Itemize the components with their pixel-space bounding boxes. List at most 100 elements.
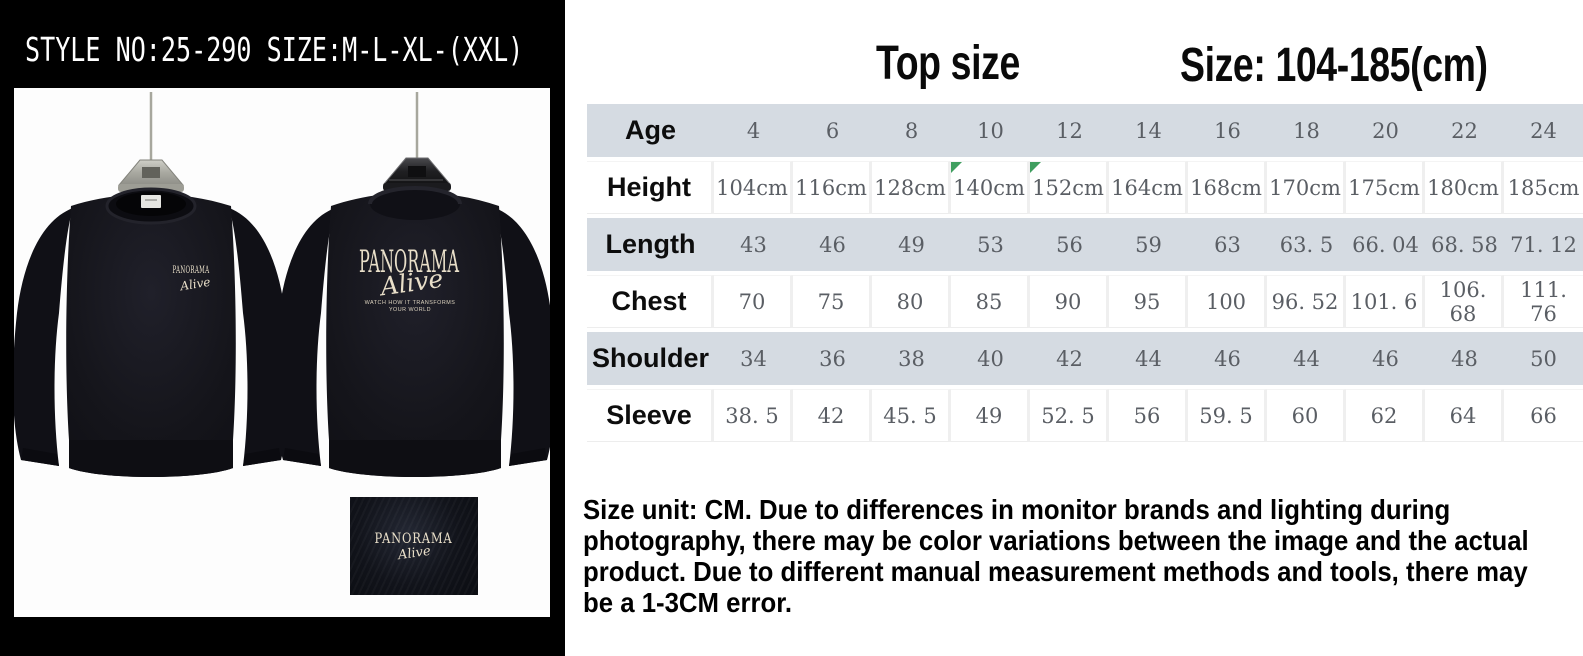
front-print-script: Alive bbox=[178, 275, 211, 294]
left-sleeve bbox=[14, 208, 73, 466]
size-cell: 34 bbox=[714, 332, 793, 385]
size-table: Age 4 6 8 10 12 14 16 18 20 22 24 Height 104cm 116cm 12… bbox=[587, 100, 1583, 446]
size-cell: 71. 12 bbox=[1504, 218, 1583, 271]
size-cell: 62 bbox=[1346, 389, 1425, 442]
size-cell: 140cm bbox=[951, 161, 1030, 214]
size-cell: 95 bbox=[1109, 275, 1188, 328]
fabric-swatch: PANORAMA Alive bbox=[350, 497, 478, 595]
size-cell: 185cm bbox=[1504, 161, 1583, 214]
size-cell: 80 bbox=[872, 275, 951, 328]
disclaimer-line: product. Due to different manual measure… bbox=[583, 556, 1528, 587]
size-cell: 52. 5 bbox=[1030, 389, 1109, 442]
size-cell: 44 bbox=[1109, 332, 1188, 385]
row-label: Height bbox=[587, 161, 714, 214]
table-row: Length 43 46 49 53 56 59 63 63. 5 66. 04 68. 58 71.… bbox=[587, 218, 1583, 271]
style-number-line: STYLE NO:25-290 SIZE:M-L-XL-(XXL) bbox=[25, 30, 524, 69]
size-cell: 96. 52 bbox=[1267, 275, 1346, 328]
size-cell: 10 bbox=[951, 104, 1030, 157]
size-cell: 64 bbox=[1425, 389, 1504, 442]
size-cell: 40 bbox=[951, 332, 1030, 385]
size-cell: 46 bbox=[1188, 332, 1267, 385]
body bbox=[326, 192, 504, 477]
disclaimer-line: photography, there may be color variatio… bbox=[583, 525, 1529, 556]
size-cell: 66 bbox=[1504, 389, 1583, 442]
row-label: Length bbox=[587, 218, 714, 271]
size-cell: 106. 68 bbox=[1425, 275, 1504, 328]
size-cell: 38 bbox=[872, 332, 951, 385]
size-table-wrap: Age 4 6 8 10 12 14 16 18 20 22 24 Height 104cm 116cm 12… bbox=[587, 100, 1583, 446]
comment-marker-icon bbox=[1030, 162, 1041, 173]
size-cell: 56 bbox=[1030, 218, 1109, 271]
size-cell: 100 bbox=[1188, 275, 1267, 328]
size-cell: 42 bbox=[1030, 332, 1109, 385]
size-cell: 164cm bbox=[1109, 161, 1188, 214]
disclaimer-text: Size unit: CM. Due to differences in mon… bbox=[583, 494, 1529, 618]
hem-band bbox=[329, 440, 501, 477]
size-cell: 90 bbox=[1030, 275, 1109, 328]
top-size-title: Top size bbox=[876, 37, 1020, 90]
comment-marker-icon bbox=[951, 162, 962, 173]
size-cell: 38. 5 bbox=[714, 389, 793, 442]
size-cell: 48 bbox=[1425, 332, 1504, 385]
collar bbox=[370, 188, 460, 220]
front-chest-print: PANORAMA Alive bbox=[173, 264, 212, 293]
right-sleeve bbox=[495, 208, 550, 466]
size-cell: 6 bbox=[793, 104, 872, 157]
size-chart-panel: Top size Size: 104-185(cm) Age 4 6 8 10 12 14 1… bbox=[565, 0, 1583, 656]
size-cell: 68. 58 bbox=[1425, 218, 1504, 271]
row-label: Sleeve bbox=[587, 389, 714, 442]
size-cell: 116cm bbox=[793, 161, 872, 214]
swatch-print-script: Alive bbox=[396, 543, 432, 564]
size-cell: 8 bbox=[872, 104, 951, 157]
sweatshirt-front: PANORAMA Alive bbox=[14, 92, 290, 477]
row-label: Shoulder bbox=[587, 332, 714, 385]
size-cell: 49 bbox=[951, 389, 1030, 442]
size-cell: 24 bbox=[1504, 104, 1583, 157]
size-cell: 70 bbox=[714, 275, 793, 328]
size-cell: 170cm bbox=[1267, 161, 1346, 214]
back-print-tagline-1: WATCH HOW IT TRANSFORMS bbox=[365, 300, 456, 306]
size-range-title: Size: 104-185(cm) bbox=[1180, 39, 1488, 92]
photo-area: PANORAMA Alive bbox=[14, 88, 550, 617]
back-print-brand: PANORAMA bbox=[359, 244, 459, 280]
back-print: PANORAMA Alive WATCH HOW IT TRANSFORMS Y… bbox=[359, 244, 459, 313]
size-cell: 22 bbox=[1425, 104, 1504, 157]
size-cell: 44 bbox=[1267, 332, 1346, 385]
table-row: Sleeve 38. 5 42 45. 5 49 52. 5 56 59. 5 60 62 64 66 bbox=[587, 389, 1583, 442]
size-cell: 59. 5 bbox=[1188, 389, 1267, 442]
disclaimer-line: Size unit: CM. Due to differences in mon… bbox=[583, 494, 1451, 525]
size-cell: 60 bbox=[1267, 389, 1346, 442]
size-cell: 104cm bbox=[714, 161, 793, 214]
size-cell: 20 bbox=[1346, 104, 1425, 157]
size-cell: 180cm bbox=[1425, 161, 1504, 214]
body bbox=[66, 194, 236, 477]
size-cell: 66. 04 bbox=[1346, 218, 1425, 271]
size-cell: 42 bbox=[793, 389, 872, 442]
back-print-tagline-2: YOUR WORLD bbox=[389, 307, 431, 313]
size-cell: 4 bbox=[714, 104, 793, 157]
swatch-print-brand: PANORAMA bbox=[375, 531, 453, 547]
size-cell: 85 bbox=[951, 275, 1030, 328]
sweatshirt-photo: PANORAMA Alive bbox=[14, 92, 550, 477]
size-cell: 59 bbox=[1109, 218, 1188, 271]
neck-label bbox=[141, 195, 161, 208]
size-cell: 175cm bbox=[1346, 161, 1425, 214]
size-cell: 75 bbox=[793, 275, 872, 328]
size-cell: 45. 5 bbox=[872, 389, 951, 442]
size-cell: 152cm bbox=[1030, 161, 1109, 214]
front-print-brand: PANORAMA bbox=[173, 264, 210, 276]
size-cell: 16 bbox=[1188, 104, 1267, 157]
sweatshirt-back: PANORAMA Alive WATCH HOW IT TRANSFORMS Y… bbox=[274, 92, 550, 477]
hanger-icon bbox=[117, 159, 185, 192]
left-sleeve bbox=[274, 208, 335, 466]
size-cell: 43 bbox=[714, 218, 793, 271]
size-cell: 49 bbox=[872, 218, 951, 271]
size-cell: 50 bbox=[1504, 332, 1583, 385]
size-cell: 63 bbox=[1188, 218, 1267, 271]
product-photo-panel: STYLE NO:25-290 SIZE:M-L-XL-(XXL) bbox=[0, 0, 565, 656]
size-cell: 168cm bbox=[1188, 161, 1267, 214]
disclaimer-line: be a 1-3CM error. bbox=[583, 587, 793, 618]
size-cell: 101. 6 bbox=[1346, 275, 1425, 328]
row-label: Chest bbox=[587, 275, 714, 328]
